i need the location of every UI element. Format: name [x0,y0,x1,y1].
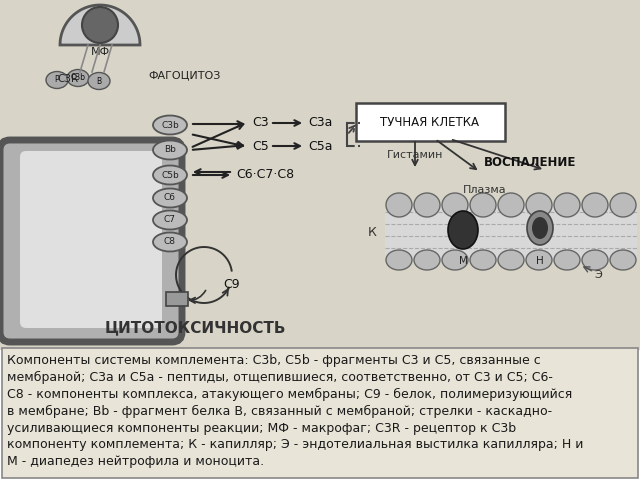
Text: Компоненты системы комплемента: C3b, C5b - фрагменты С3 и С5, связанные с
мембра: Компоненты системы комплемента: C3b, C5b… [7,354,584,468]
Ellipse shape [153,116,187,134]
Text: C5: C5 [252,140,269,153]
Text: C8: C8 [164,238,176,247]
Ellipse shape [610,193,636,217]
Bar [166,292,188,306]
Ellipse shape [470,250,496,270]
Text: C7: C7 [164,216,176,225]
Ellipse shape [554,250,580,270]
Ellipse shape [414,250,440,270]
Ellipse shape [153,211,187,229]
Text: C9: C9 [224,277,240,290]
Ellipse shape [527,211,553,245]
Text: ТУЧНАЯ КЛЕТКА: ТУЧНАЯ КЛЕТКА [381,116,479,129]
Text: Э: Э [594,270,602,280]
Ellipse shape [386,250,412,270]
Ellipse shape [153,189,187,207]
Ellipse shape [442,250,468,270]
Text: К: К [367,226,376,239]
Text: Гистамин: Гистамин [387,150,443,160]
Ellipse shape [470,193,496,217]
FancyBboxPatch shape [356,103,505,141]
Ellipse shape [448,211,478,249]
Ellipse shape [526,193,552,217]
Text: МФ: МФ [90,47,109,57]
Ellipse shape [526,250,552,270]
Text: Н: Н [536,256,544,266]
Polygon shape [60,5,140,45]
Text: P: P [54,75,60,84]
Ellipse shape [582,250,608,270]
Ellipse shape [498,250,524,270]
Text: C5b: C5b [161,170,179,180]
FancyBboxPatch shape [0,140,182,342]
Ellipse shape [442,193,468,217]
Ellipse shape [610,250,636,270]
Text: ФАГОЦИТОЗ: ФАГОЦИТОЗ [148,70,220,80]
Ellipse shape [582,193,608,217]
Text: C3R: C3R [58,74,79,84]
Text: C6·C7·C8: C6·C7·C8 [236,168,294,181]
Ellipse shape [498,193,524,217]
Text: Плазма: Плазма [463,185,507,195]
Ellipse shape [386,193,412,217]
Ellipse shape [153,232,187,252]
Text: C3b: C3b [70,73,86,83]
Bar [385,205,637,260]
FancyBboxPatch shape [20,151,162,328]
Text: ЦИТОТОКСИЧНОСТЬ: ЦИТОТОКСИЧНОСТЬ [104,320,285,335]
Ellipse shape [46,72,68,88]
Ellipse shape [554,193,580,217]
Text: C6: C6 [164,193,176,203]
FancyBboxPatch shape [2,348,638,478]
Text: Bb: Bb [164,145,176,155]
Text: ВОСПАЛЕНИЕ: ВОСПАЛЕНИЕ [484,156,576,168]
Text: М: М [459,256,467,266]
Ellipse shape [153,141,187,159]
Circle shape [82,7,118,43]
Bar [0,0,640,350]
Text: C3b: C3b [161,120,179,130]
Text: B: B [97,76,102,85]
Text: C5a: C5a [308,140,333,153]
Text: C3: C3 [252,117,269,130]
Ellipse shape [88,72,110,89]
Ellipse shape [153,166,187,184]
Ellipse shape [414,193,440,217]
Ellipse shape [67,70,89,86]
Text: C3a: C3a [308,117,332,130]
Ellipse shape [532,217,548,239]
